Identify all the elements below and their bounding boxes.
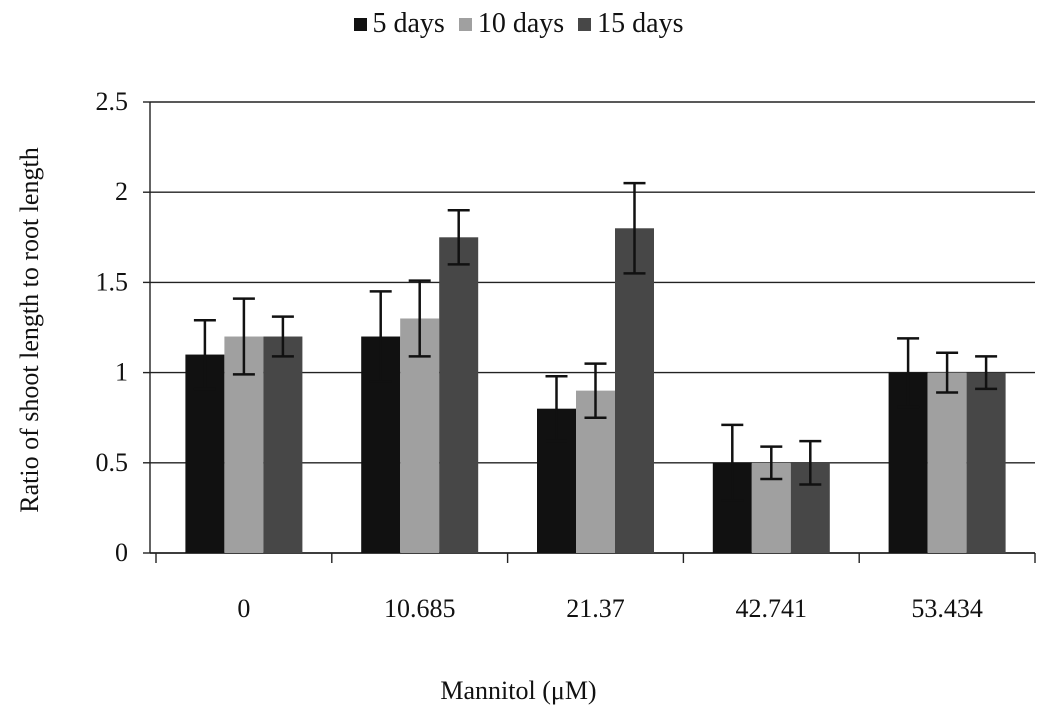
y-tick-label-5: 2.5: [96, 87, 129, 116]
x-tick-label-4: 53.434: [911, 594, 983, 623]
y-tick-label-0: 0: [115, 538, 128, 567]
bar-1-4: [927, 372, 967, 553]
legend: 5 days 10 days 15 days: [0, 8, 1037, 40]
x-tick-label-3: 42.741: [736, 594, 808, 623]
y-tick-label-1: 0.5: [96, 448, 129, 477]
legend-swatch-15-days: [578, 17, 592, 31]
bar-2-2: [615, 228, 654, 553]
legend-item-15-days: 15 days: [578, 8, 683, 40]
legend-swatch-10-days: [458, 17, 472, 31]
y-tick-label-2: 1: [115, 358, 128, 387]
legend-label-5-days: 5 days: [372, 8, 445, 39]
bar-2-1: [439, 237, 479, 554]
x-tick-label-1: 10.685: [384, 594, 456, 623]
bar-2-4: [966, 372, 1006, 553]
x-tick-label-2: 21.37: [566, 594, 625, 623]
y-tick-label-4: 2: [115, 177, 128, 206]
legend-label-10-days: 10 days: [477, 8, 565, 39]
y-tick-label-3: 1.5: [96, 267, 129, 296]
x-tick-label-0: 0: [237, 594, 250, 623]
x-axis-label: Mannitol (μM): [440, 676, 597, 705]
legend-swatch-5-days: [353, 17, 367, 31]
legend-item-10-days: 10 days: [458, 8, 565, 40]
legend-item-5-days: 5 days: [353, 8, 445, 40]
legend-label-15-days: 15 days: [597, 8, 684, 39]
bar-2-0: [263, 336, 303, 553]
